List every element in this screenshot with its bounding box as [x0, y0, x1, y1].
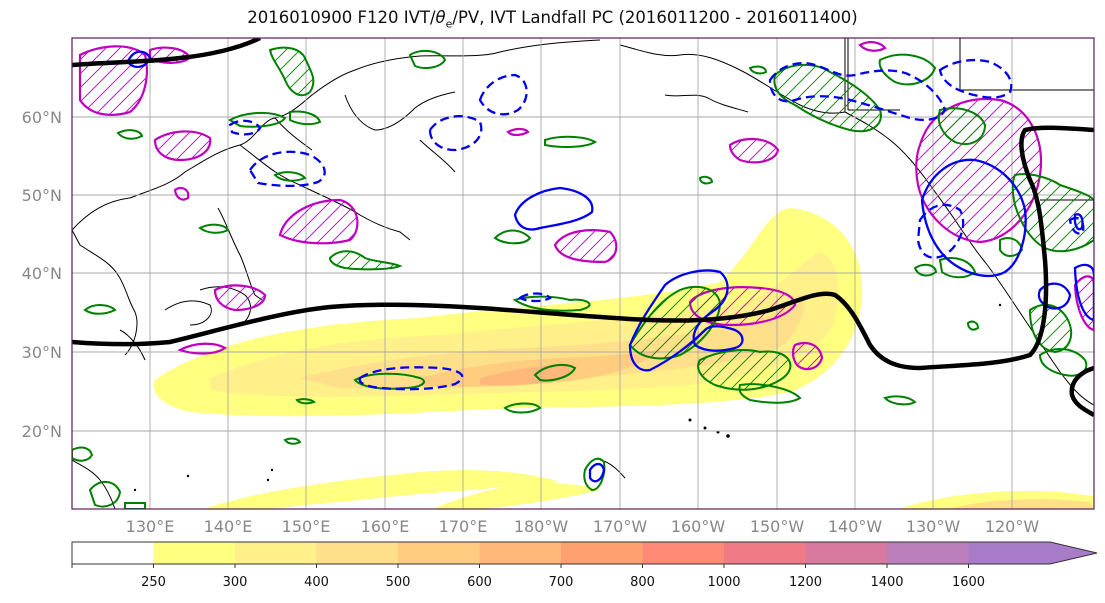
colorbar: 250 300 400 500 600 700 800 1000 1200 1400 1600 — [71, 541, 1098, 590]
colorbar-segment — [316, 542, 399, 564]
colorbar-segment — [887, 542, 969, 564]
colorbar-segment — [561, 542, 643, 564]
lon-label: 120°W — [985, 517, 1040, 536]
colorbar-tick-label: 800 — [630, 575, 655, 590]
colorbar-tick-label: 400 — [304, 575, 329, 590]
lon-label: 150°W — [750, 517, 805, 536]
colorbar-segment — [805, 542, 888, 564]
ivt-black-contour — [72, 38, 1094, 417]
pv-blue-contours — [126, 50, 1094, 483]
colorbar-tick-label: 600 — [467, 575, 492, 590]
colorbar-segment — [153, 542, 236, 564]
colorbar-tick-label: 250 — [141, 575, 166, 590]
lat-labels: 60°N 50°N 40°N 30°N 20°N — [22, 108, 62, 441]
lon-labels: 130°E 140°E 150°E 160°E 170°E 180°W 170°… — [126, 517, 1040, 536]
colorbar-outline — [71, 541, 1098, 565]
lon-label: 130°E — [126, 517, 175, 536]
ivt-shading — [153, 208, 1094, 509]
gridlines — [72, 38, 1094, 509]
lon-label: 160°E — [361, 517, 410, 536]
lon-label: 160°W — [671, 517, 726, 536]
lon-label: 150°E — [282, 517, 331, 536]
map-frame — [71, 37, 1095, 510]
lon-label: 170°W — [593, 517, 648, 536]
lat-label: 20°N — [22, 422, 62, 441]
island-dots — [133, 303, 1002, 492]
colorbar-tick-label: 1400 — [870, 575, 903, 590]
colorbar-segment — [724, 542, 806, 564]
colorbar-tick-label: 1600 — [952, 575, 985, 590]
coastlines — [72, 38, 1094, 509]
colorbar-segment — [398, 542, 480, 564]
lat-label: 60°N — [22, 108, 62, 127]
lon-label: 180°W — [514, 517, 569, 536]
map-title: 2016010900 F120 IVT/θe/PV, IVT Landfall … — [247, 8, 858, 31]
colorbar-segment — [479, 542, 562, 564]
colorbar-tick-label: 700 — [549, 575, 574, 590]
lon-label: 140°W — [828, 517, 883, 536]
lat-label: 40°N — [22, 264, 62, 283]
pv-blue-dashed-contours — [228, 58, 1085, 391]
lat-label: 50°N — [22, 186, 62, 205]
colorbar-segment — [72, 542, 154, 564]
colorbar-extend-arrow — [968, 542, 1097, 564]
colorbar-segment — [642, 542, 725, 564]
colorbar-tick-label: 300 — [223, 575, 248, 590]
colorbar-tick-label: 1200 — [789, 575, 822, 590]
colorbar-segment — [235, 542, 317, 564]
colorbar-tick-label: 1000 — [707, 575, 740, 590]
lon-label: 170°E — [439, 517, 488, 536]
lon-label: 130°W — [906, 517, 961, 536]
colorbar-tick-label: 500 — [386, 575, 411, 590]
lon-label: 140°E — [204, 517, 253, 536]
lat-label: 30°N — [22, 343, 62, 362]
